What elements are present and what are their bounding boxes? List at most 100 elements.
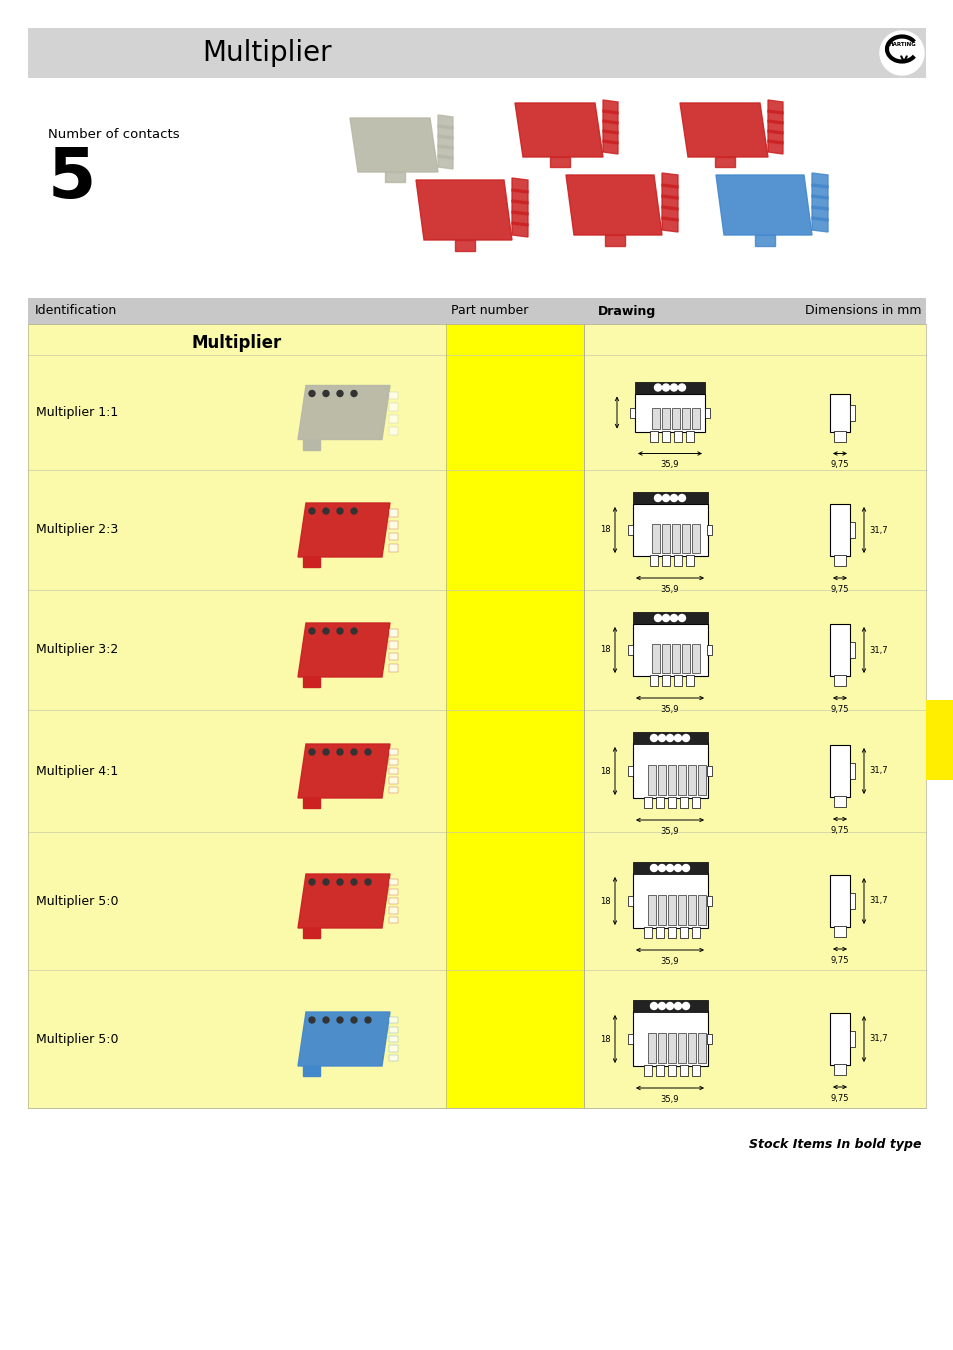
Bar: [667, 895, 676, 925]
Circle shape: [654, 494, 660, 501]
Circle shape: [661, 614, 669, 621]
Polygon shape: [767, 109, 782, 124]
Bar: [925, 701, 953, 780]
Bar: [633, 743, 707, 798]
Bar: [658, 895, 665, 925]
Polygon shape: [303, 798, 319, 809]
Text: Multiplier: Multiplier: [202, 39, 332, 68]
Circle shape: [323, 749, 329, 755]
Circle shape: [323, 628, 329, 634]
Bar: [647, 1033, 656, 1062]
Circle shape: [323, 390, 329, 397]
Circle shape: [681, 864, 689, 872]
Text: 35,9: 35,9: [660, 585, 679, 594]
Polygon shape: [512, 189, 527, 204]
Polygon shape: [602, 130, 618, 144]
Bar: [389, 759, 397, 765]
Bar: [833, 555, 845, 566]
Bar: [633, 1011, 707, 1066]
Bar: [389, 427, 397, 435]
Text: Multiplier 2:3: Multiplier 2:3: [36, 524, 118, 536]
Polygon shape: [604, 235, 624, 246]
Text: 18: 18: [599, 525, 610, 535]
Text: 18: 18: [599, 896, 610, 906]
Bar: [627, 1034, 633, 1044]
Bar: [389, 888, 397, 895]
Circle shape: [351, 390, 356, 397]
Circle shape: [879, 31, 923, 76]
Circle shape: [670, 494, 677, 501]
Bar: [633, 873, 707, 927]
Bar: [649, 431, 658, 441]
Polygon shape: [437, 144, 453, 159]
Circle shape: [351, 749, 356, 755]
Bar: [687, 1033, 696, 1062]
Circle shape: [351, 508, 356, 514]
Polygon shape: [303, 440, 319, 450]
Polygon shape: [437, 115, 453, 130]
Text: 9,75: 9,75: [830, 585, 848, 594]
Polygon shape: [811, 217, 827, 232]
Bar: [706, 645, 711, 655]
Bar: [849, 643, 854, 657]
Bar: [691, 644, 700, 674]
Polygon shape: [297, 873, 390, 927]
Bar: [633, 863, 707, 873]
Bar: [829, 504, 849, 556]
Bar: [389, 778, 397, 783]
Polygon shape: [811, 173, 827, 188]
Polygon shape: [661, 217, 678, 232]
Text: 9,75: 9,75: [830, 956, 848, 965]
Bar: [673, 675, 681, 686]
Bar: [833, 926, 845, 937]
Text: Multiplier 5:0: Multiplier 5:0: [36, 1033, 118, 1045]
Polygon shape: [303, 927, 319, 938]
Bar: [627, 645, 633, 655]
Bar: [678, 764, 685, 795]
Bar: [667, 764, 676, 795]
Bar: [629, 408, 635, 417]
Bar: [389, 664, 397, 672]
Bar: [647, 764, 656, 795]
Circle shape: [336, 628, 343, 634]
Bar: [651, 524, 659, 554]
Text: 35,9: 35,9: [660, 957, 679, 967]
Circle shape: [365, 1017, 371, 1023]
Bar: [28, 324, 925, 1108]
Bar: [28, 28, 925, 78]
Bar: [833, 1064, 845, 1075]
Polygon shape: [303, 1066, 319, 1076]
Polygon shape: [661, 184, 678, 198]
Polygon shape: [767, 120, 782, 134]
Bar: [651, 644, 659, 674]
Polygon shape: [512, 221, 527, 238]
Bar: [667, 796, 676, 809]
Bar: [671, 644, 679, 674]
Text: 9,75: 9,75: [830, 705, 848, 714]
Circle shape: [650, 1003, 657, 1010]
Bar: [691, 1065, 700, 1076]
Bar: [661, 555, 669, 566]
Bar: [833, 431, 845, 441]
Circle shape: [654, 614, 660, 621]
Bar: [833, 796, 845, 807]
Bar: [389, 749, 397, 756]
Circle shape: [351, 628, 356, 634]
Bar: [678, 1033, 685, 1062]
Polygon shape: [515, 103, 602, 157]
Circle shape: [336, 879, 343, 886]
Circle shape: [309, 1017, 314, 1023]
Text: 31,7: 31,7: [868, 896, 886, 906]
Bar: [849, 892, 854, 909]
Polygon shape: [811, 207, 827, 221]
Bar: [633, 732, 707, 744]
Bar: [649, 555, 658, 566]
Polygon shape: [297, 386, 390, 440]
Polygon shape: [512, 211, 527, 225]
Circle shape: [323, 879, 329, 886]
Polygon shape: [565, 176, 661, 235]
Bar: [661, 644, 669, 674]
Bar: [389, 768, 397, 774]
Circle shape: [336, 749, 343, 755]
Circle shape: [351, 879, 356, 886]
